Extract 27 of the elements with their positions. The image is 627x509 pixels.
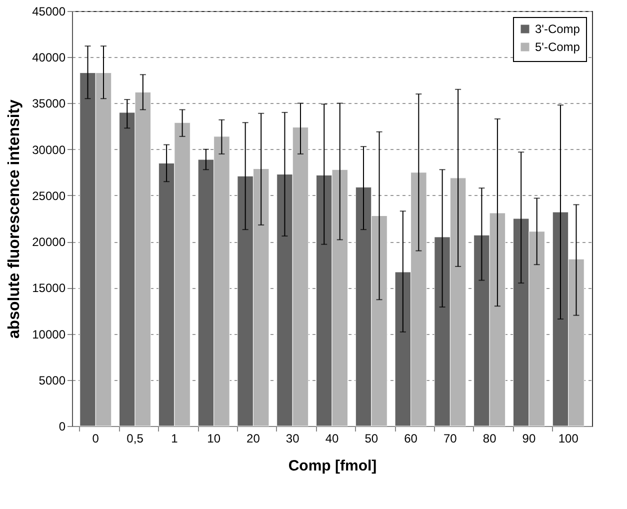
x-tick-label: 80 — [482, 432, 497, 446]
y-tick-label: 0 — [58, 420, 66, 434]
x-tick-label: 90 — [522, 432, 536, 446]
x-tick-label: 0,5 — [126, 432, 144, 446]
legend-label: 3'-Comp — [535, 22, 580, 36]
x-tick-label: 20 — [246, 432, 260, 446]
x-tick-label: 0 — [92, 432, 100, 446]
y-axis-title: absolute fluorescence intensity — [6, 99, 24, 339]
x-tick-label: 10 — [207, 432, 221, 446]
x-tick-label: 100 — [558, 432, 579, 446]
x-tick-label: 70 — [444, 432, 458, 446]
y-tick-label: 45000 — [32, 4, 66, 18]
x-axis-title: Comp [fmol] — [288, 458, 377, 474]
y-tick-label: 40000 — [32, 50, 66, 65]
y-tick-label: 10000 — [32, 327, 66, 342]
x-tick-label: 40 — [325, 432, 339, 446]
y-tick-label: 5000 — [38, 373, 66, 388]
y-tick-label: 15000 — [32, 281, 66, 296]
x-tick-label: 1 — [171, 432, 178, 446]
y-tick-label: 25000 — [32, 188, 66, 203]
x-tick-label: 50 — [364, 432, 378, 446]
legend-label: 5'-Comp — [535, 40, 580, 54]
y-tick-label: 20000 — [32, 235, 66, 250]
x-tick-label: 60 — [404, 432, 418, 446]
x-tick-label: 30 — [286, 432, 300, 446]
y-tick-label: 35000 — [32, 96, 66, 111]
y-tick-label: 30000 — [32, 142, 66, 157]
